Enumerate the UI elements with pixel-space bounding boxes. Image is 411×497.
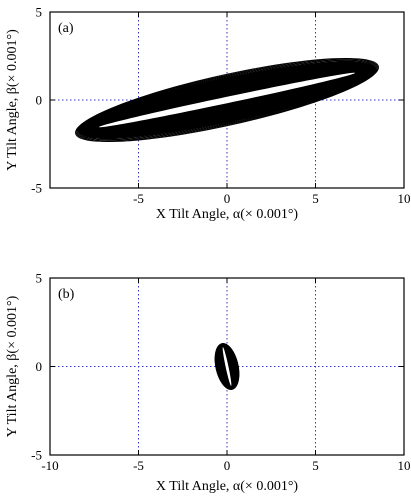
x-tick-label: 5 (312, 191, 319, 206)
trace-loop (214, 343, 240, 390)
x-tick-label: -5 (133, 458, 144, 473)
trace-loop (76, 59, 378, 141)
x-axis-label: X Tilt Angle, α(× 0.001°) (156, 479, 299, 494)
y-tick-label: -5 (31, 448, 42, 463)
panel-label: (a) (58, 21, 74, 36)
trace-loop (77, 60, 377, 140)
trace-gap (222, 347, 232, 386)
ticks-a: -5 0 5 10 -5 0 5 (31, 5, 410, 207)
panel-b: -10 -5 0 5 10-505(b)X Tilt Angle, α(× 0.001°… (5, 271, 411, 495)
trace-loop (80, 64, 374, 136)
y-tick-label: 5 (36, 5, 43, 20)
trace-loop (77, 60, 377, 140)
trace-loop (75, 57, 379, 143)
y-tick-label: 0 (36, 93, 43, 108)
y-axis-label: Y Tilt Angle, β(× 0.001°) (5, 295, 20, 437)
y-tick-label: 0 (36, 359, 43, 374)
x-axis-label: X Tilt Angle, α(× 0.001°) (156, 207, 299, 222)
trace-loops-a (75, 57, 379, 143)
x-tick-label: 0 (224, 191, 231, 206)
x-tick-label: -5 (133, 191, 144, 206)
ticks-b: -10 -5 0 5 10-505 (31, 271, 410, 474)
x-tick-label: 0 (224, 458, 231, 473)
y-tick-label: -5 (31, 181, 42, 196)
y-tick-label: 5 (36, 271, 43, 286)
y-axis-label: Y Tilt Angle, β(× 0.001°) (5, 29, 20, 171)
trace-loop (78, 61, 376, 139)
trace-gap (98, 72, 356, 128)
x-tick-label: 10 (398, 458, 411, 473)
panel-label: (b) (58, 287, 75, 302)
trace-loops-b (214, 343, 240, 390)
x-tick-label: -10 (41, 458, 58, 473)
x-tick-label: 5 (312, 458, 319, 473)
panel-a: -5 0 5 10 -5 0 5 (a) X Tilt Angle, α(× 0.001°) Y … (5, 5, 411, 223)
trace-loop (81, 65, 373, 135)
x-tick-label: 10 (398, 191, 411, 206)
